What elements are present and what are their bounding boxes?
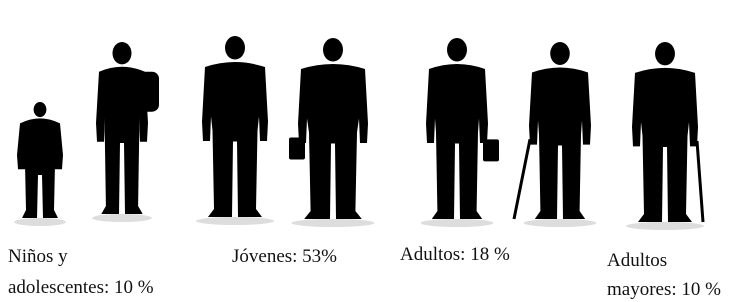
body <box>632 68 698 222</box>
head <box>323 38 343 62</box>
cane <box>697 141 703 222</box>
head <box>112 42 131 64</box>
silhouettes <box>14 36 704 230</box>
head <box>447 38 467 62</box>
body <box>202 62 268 217</box>
body <box>298 64 368 219</box>
head <box>225 36 245 60</box>
backpack <box>139 72 159 112</box>
group-label: Adultos: 18 % <box>400 244 510 265</box>
infographic: Niños y adolescentes: 10 % Jóvenes: 53% … <box>0 0 749 302</box>
cane <box>514 139 530 219</box>
shadow <box>14 218 66 226</box>
group-label: Jóvenes: 53% <box>232 246 337 267</box>
page: {"groups": [ {"lines": ["Niños y", "adol… <box>0 0 749 302</box>
body <box>17 118 63 218</box>
briefcase <box>289 138 305 160</box>
shadow <box>626 222 704 230</box>
shadow <box>291 219 374 227</box>
head <box>550 42 570 65</box>
shadow <box>196 217 274 225</box>
body <box>529 67 591 219</box>
shadow <box>421 219 494 227</box>
group-label: adolescentes: 10 % <box>8 277 154 298</box>
head <box>34 102 47 117</box>
group-label: Adultos <box>607 250 667 271</box>
shadow <box>524 219 597 227</box>
briefcase <box>483 139 499 161</box>
group-label: Niños y <box>8 246 68 267</box>
group-label: mayores: 10 % <box>607 279 721 300</box>
head <box>655 42 675 65</box>
body <box>426 64 488 219</box>
shadow <box>92 214 152 222</box>
